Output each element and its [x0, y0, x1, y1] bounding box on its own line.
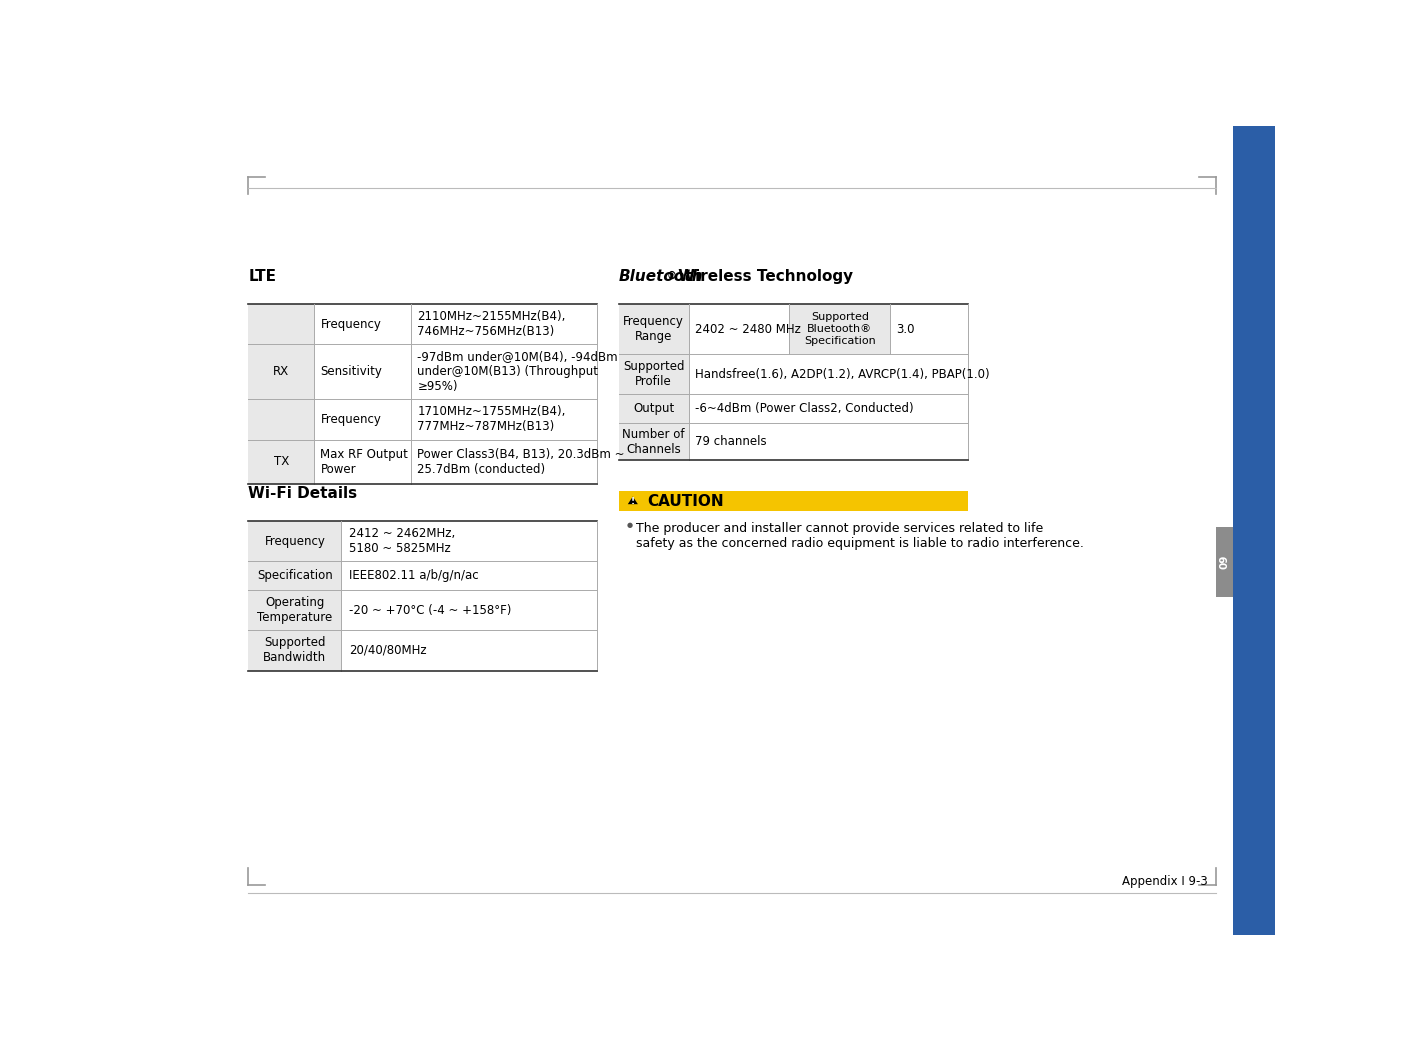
Text: Frequency: Frequency — [265, 535, 326, 548]
Bar — [248, 304, 315, 344]
Text: 1710MHz~1755MHz(B4),
777MHz~787MHz(B13): 1710MHz~1755MHz(B4), 777MHz~787MHz(B13) — [418, 406, 565, 433]
Bar — [248, 439, 315, 485]
Text: Frequency
Range: Frequency Range — [623, 315, 684, 343]
Text: Handsfree(1.6), A2DP(1.2), AVRCP(1.4), PBAP(1.0): Handsfree(1.6), A2DP(1.2), AVRCP(1.4), P… — [694, 368, 989, 380]
Text: 2412 ~ 2462MHz,
5180 ~ 5825MHz: 2412 ~ 2462MHz, 5180 ~ 5825MHz — [349, 528, 455, 555]
Text: 20/40/80MHz: 20/40/80MHz — [349, 644, 427, 657]
Bar — [248, 344, 315, 399]
Bar — [315, 399, 411, 439]
Bar — [619, 354, 689, 394]
Text: Operating
Temperature: Operating Temperature — [258, 597, 333, 624]
Bar — [1216, 528, 1233, 597]
Text: -97dBm under@10M(B4), -94dBm
under@10M(B13) (Throughput
≥95%): -97dBm under@10M(B4), -94dBm under@10M(B… — [418, 350, 618, 393]
Bar — [315, 304, 411, 344]
Text: Bluetooth: Bluetooth — [619, 269, 703, 284]
Text: TX: TX — [273, 455, 289, 469]
Text: Sensitivity: Sensitivity — [320, 366, 383, 378]
Text: -6~4dBm (Power Class2, Conducted): -6~4dBm (Power Class2, Conducted) — [694, 403, 914, 415]
Bar — [689, 354, 968, 394]
Text: IEEE802.11 a/b/g/n/ac: IEEE802.11 a/b/g/n/ac — [349, 570, 479, 582]
Bar — [890, 304, 968, 354]
Text: Power Class3(B4, B13), 20.3dBm ~
25.7dBm (conducted): Power Class3(B4, B13), 20.3dBm ~ 25.7dBm… — [418, 448, 625, 476]
Text: Output: Output — [633, 403, 674, 415]
Bar — [619, 304, 689, 354]
Text: RX: RX — [273, 366, 289, 378]
Text: 09: 09 — [1220, 555, 1230, 570]
Text: Wireless Technology: Wireless Technology — [673, 269, 853, 284]
Text: Specification: Specification — [256, 570, 333, 582]
Text: -20 ~ +70°C (-4 ~ +158°F): -20 ~ +70°C (-4 ~ +158°F) — [349, 604, 512, 617]
Bar — [689, 394, 968, 424]
Text: Number of
Channels: Number of Channels — [622, 428, 684, 456]
Bar — [619, 491, 968, 511]
Bar — [411, 399, 597, 439]
Text: Supported
Bluetooth®
Specification: Supported Bluetooth® Specification — [803, 312, 876, 346]
Text: ®: ® — [667, 271, 677, 281]
Bar — [1233, 126, 1275, 935]
Bar — [619, 424, 689, 460]
Bar — [341, 561, 597, 591]
Text: Frequency: Frequency — [320, 413, 381, 426]
Bar — [248, 591, 341, 631]
Bar — [341, 521, 597, 561]
Bar — [248, 399, 315, 439]
Bar — [619, 394, 689, 424]
Bar — [689, 424, 968, 460]
Bar — [248, 521, 341, 561]
Text: Max RF Output
Power: Max RF Output Power — [320, 448, 408, 476]
Text: Wi-Fi Details: Wi-Fi Details — [248, 487, 357, 501]
Text: CAUTION: CAUTION — [646, 494, 724, 509]
Bar — [789, 304, 890, 354]
Bar — [315, 344, 411, 399]
Text: ●: ● — [626, 522, 633, 528]
Bar — [689, 304, 789, 354]
Bar — [248, 561, 341, 591]
Bar — [341, 591, 597, 631]
Text: 3.0: 3.0 — [897, 323, 915, 335]
Bar — [248, 631, 341, 671]
Text: 2402 ~ 2480 MHz: 2402 ~ 2480 MHz — [694, 323, 801, 335]
Bar — [411, 439, 597, 485]
Text: Supported
Profile: Supported Profile — [623, 360, 684, 388]
Text: The producer and installer cannot provide services related to life
safety as the: The producer and installer cannot provid… — [636, 522, 1084, 550]
Text: 79 channels: 79 channels — [694, 435, 767, 449]
Bar — [411, 304, 597, 344]
Text: 2110MHz~2155MHz(B4),
746MHz~756MHz(B13): 2110MHz~2155MHz(B4), 746MHz~756MHz(B13) — [418, 310, 565, 338]
Bar — [315, 439, 411, 485]
Text: Appendix I 9-3: Appendix I 9-3 — [1122, 874, 1207, 888]
Text: !: ! — [631, 497, 635, 506]
Bar — [341, 631, 597, 671]
Bar — [411, 344, 597, 399]
Text: Frequency: Frequency — [320, 317, 381, 330]
Text: LTE: LTE — [248, 269, 276, 284]
Polygon shape — [628, 496, 638, 504]
Text: Supported
Bandwidth: Supported Bandwidth — [264, 637, 326, 664]
